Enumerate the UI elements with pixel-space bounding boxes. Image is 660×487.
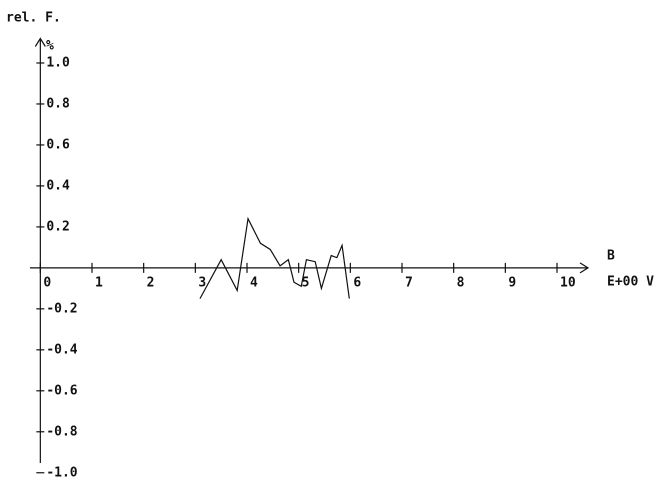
y-tick-label: -0.8 (46, 424, 77, 439)
x-tick-label: 9 (508, 275, 516, 290)
y-tick-label: 0.6 (46, 137, 70, 152)
x-tick-label: 10 (560, 275, 576, 290)
x-tick-label: 1 (95, 275, 103, 290)
y-axis-label: rel. F. (6, 11, 61, 26)
y-tick-label: 0.2 (46, 219, 69, 234)
x-tick-label: 8 (457, 275, 465, 290)
x-axis-unit: E+00 V (607, 275, 654, 290)
data-line (199, 216, 350, 299)
x-tick-label: 6 (353, 275, 361, 290)
y-tick-label: 0.8 (46, 96, 70, 111)
y-tick-label: -0.2 (46, 301, 77, 316)
y-tick-label: 1.0 (46, 55, 70, 70)
x-tick-label: 3 (198, 275, 206, 290)
x-tick-label: 0 (43, 275, 51, 290)
y-tick-label: -0.4 (46, 342, 77, 357)
y-tick-label: 0.4 (46, 178, 70, 193)
y-tick-label: -0.6 (46, 383, 77, 398)
x-tick-label: 2 (147, 275, 155, 290)
x-tick-label: 5 (302, 275, 310, 290)
x-axis-label: B (607, 249, 615, 264)
y-axis-arrow (34, 37, 46, 47)
x-tick-label: 7 (405, 275, 413, 290)
y-axis-unit: % (46, 39, 54, 54)
y-tick-label: -1.0 (46, 465, 77, 480)
x-tick-label: 4 (250, 275, 258, 290)
x-axis-arrow (579, 262, 590, 274)
